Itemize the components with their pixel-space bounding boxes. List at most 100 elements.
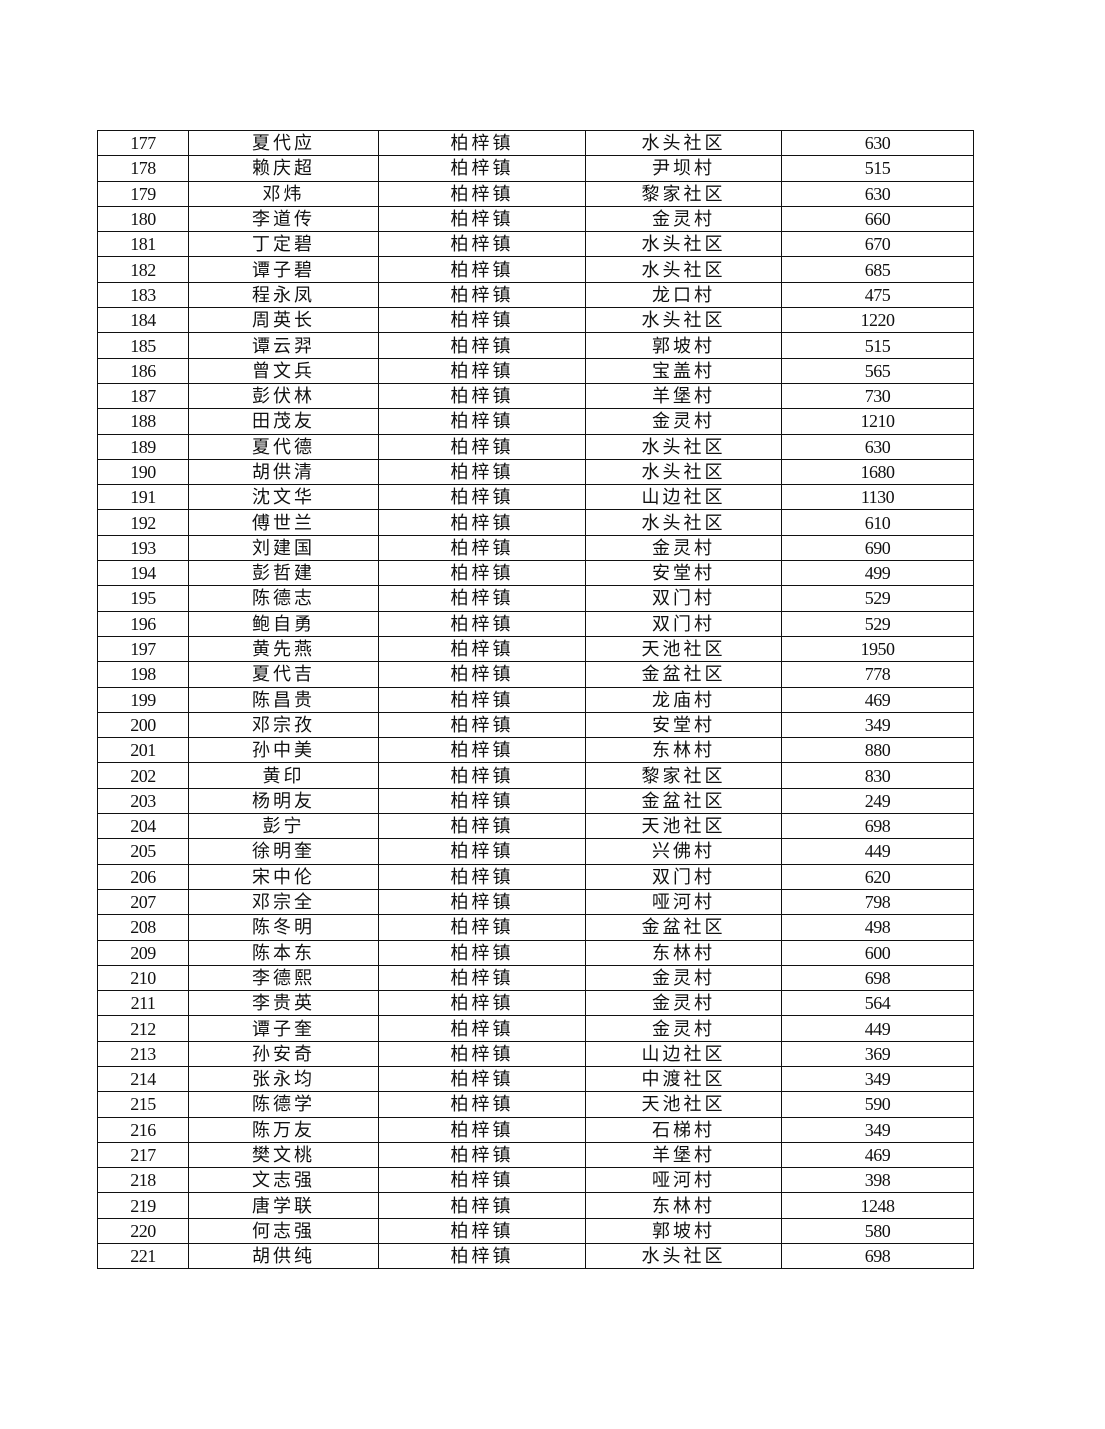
- village-cell: 水头社区: [585, 458, 782, 486]
- table-row: 214 张永均 柏梓镇 中渡社区 349: [97, 1065, 974, 1093]
- table-row: 201 孙中美 柏梓镇 东林村 880: [97, 737, 974, 764]
- village-cell: 兴佛村: [585, 838, 782, 865]
- town-cell: 柏梓镇: [378, 661, 586, 688]
- person-name-cell: 夏代应: [188, 129, 379, 157]
- amount-cell: 1950: [781, 635, 974, 663]
- village-cell: 黎家社区: [585, 180, 782, 207]
- village-cell: 龙庙村: [585, 686, 782, 713]
- row-number-cell: 207: [97, 888, 189, 916]
- person-name-cell: 陈昌贵: [188, 686, 379, 713]
- row-number-cell: 206: [97, 863, 189, 890]
- amount-cell: 565: [781, 357, 974, 384]
- town-cell: 柏梓镇: [378, 256, 586, 283]
- table-row: 189 夏代德 柏梓镇 水头社区 630: [97, 433, 974, 460]
- row-number-cell: 190: [97, 458, 189, 486]
- village-cell: 尹坝村: [585, 155, 782, 182]
- table-row: 183 程永凤 柏梓镇 龙口村 475: [97, 281, 974, 309]
- amount-cell: 670: [781, 231, 974, 258]
- table-row: 220 何志强 柏梓镇 郭坡村 580: [97, 1217, 974, 1245]
- row-number-cell: 196: [97, 610, 189, 637]
- amount-cell: 880: [781, 737, 974, 764]
- row-number-cell: 182: [97, 256, 189, 283]
- table-body: 177 夏代应 柏梓镇 水头社区 630 178 赖庆超 柏梓镇 尹坝村 515 179 邓炜 柏梓镇黎…: [97, 129, 974, 1270]
- person-name-cell: 沈文华: [188, 484, 379, 511]
- person-name-cell: 陈德志: [188, 585, 379, 612]
- village-cell: 东林村: [585, 737, 782, 764]
- row-number-cell: 208: [97, 914, 189, 941]
- person-name-cell: 李贵英: [188, 990, 379, 1017]
- amount-cell: 1220: [781, 307, 974, 334]
- village-cell: 金灵村: [585, 964, 782, 992]
- village-cell: 哑河村: [585, 888, 782, 916]
- amount-cell: 499: [781, 560, 974, 587]
- row-number-cell: 192: [97, 509, 189, 536]
- person-name-cell: 彭宁: [188, 813, 379, 840]
- table-row: 218 文志强 柏梓镇 哑河村 398: [97, 1167, 974, 1194]
- person-name-cell: 赖庆超: [188, 155, 379, 182]
- table-row: 186 曾文兵 柏梓镇 宝盖村 565: [97, 357, 974, 384]
- person-name-cell: 李德熙: [188, 964, 379, 992]
- town-cell: 柏梓镇: [378, 205, 586, 233]
- person-name-cell: 胡供纯: [188, 1243, 379, 1270]
- row-number-cell: 220: [97, 1217, 189, 1245]
- person-name-cell: 孙安奇: [188, 1040, 379, 1067]
- row-number-cell: 183: [97, 281, 189, 309]
- amount-cell: 249: [781, 787, 974, 815]
- row-number-cell: 213: [97, 1040, 189, 1067]
- row-number-cell: 178: [97, 155, 189, 182]
- village-cell: 双门村: [585, 863, 782, 890]
- person-name-cell: 胡供清: [188, 458, 379, 486]
- town-cell: 柏梓镇: [378, 711, 586, 739]
- table-row: 209 陈本东 柏梓镇 东林村 600: [97, 939, 974, 966]
- amount-cell: 798: [781, 888, 974, 916]
- town-cell: 柏梓镇: [378, 155, 586, 182]
- person-name-cell: 丁定碧: [188, 231, 379, 258]
- town-cell: 柏梓镇: [378, 585, 586, 612]
- town-cell: 柏梓镇: [378, 509, 586, 536]
- table-row: 193 刘建国 柏梓镇 金灵村 690: [97, 534, 974, 562]
- person-name-cell: 傅世兰: [188, 509, 379, 536]
- amount-cell: 630: [781, 180, 974, 207]
- person-name-cell: 陈冬明: [188, 914, 379, 941]
- person-name-cell: 李道传: [188, 205, 379, 233]
- amount-cell: 778: [781, 661, 974, 688]
- table-row: 177 夏代应 柏梓镇 水头社区 630: [97, 129, 974, 157]
- person-name-cell: 陈万友: [188, 1116, 379, 1143]
- town-cell: 柏梓镇: [378, 1192, 586, 1219]
- amount-cell: 515: [781, 332, 974, 359]
- village-cell: 哑河村: [585, 1167, 782, 1194]
- table-row: 194 彭哲建 柏梓镇 安堂村 499: [97, 560, 974, 587]
- table-row: 221 胡供纯 柏梓镇 水头社区 698: [97, 1243, 974, 1270]
- village-cell: 天池社区: [585, 1091, 782, 1118]
- amount-cell: 449: [781, 838, 974, 865]
- table-row: 198 夏代吉 柏梓镇 金盆社区 778: [97, 661, 974, 688]
- table-row: 204 彭宁 柏梓镇 天池社区 698: [97, 813, 974, 840]
- row-number-cell: 212: [97, 1015, 189, 1042]
- village-cell: 双门村: [585, 585, 782, 612]
- table-row: 180 李道传 柏梓镇 金灵村 660: [97, 205, 974, 233]
- town-cell: 柏梓镇: [378, 888, 586, 916]
- amount-cell: 1248: [781, 1192, 974, 1219]
- village-cell: 金灵村: [585, 534, 782, 562]
- row-number-cell: 184: [97, 307, 189, 334]
- row-number-cell: 217: [97, 1141, 189, 1169]
- table-row: 217 樊文桃 柏梓镇 羊堡村 469: [97, 1141, 974, 1169]
- table-row: 197 黄先燕 柏梓镇 天池社区 1950: [97, 635, 974, 663]
- town-cell: 柏梓镇: [378, 635, 586, 663]
- person-name-cell: 何志强: [188, 1217, 379, 1245]
- row-number-cell: 188: [97, 408, 189, 435]
- person-name-cell: 陈本东: [188, 939, 379, 966]
- town-cell: 柏梓镇: [378, 458, 586, 486]
- amount-cell: 685: [781, 256, 974, 283]
- amount-cell: 600: [781, 939, 974, 966]
- town-cell: 柏梓镇: [378, 787, 586, 815]
- village-cell: 水头社区: [585, 509, 782, 536]
- village-cell: 金盆社区: [585, 914, 782, 941]
- amount-cell: 1130: [781, 484, 974, 511]
- town-cell: 柏梓镇: [378, 1167, 586, 1194]
- amount-cell: 690: [781, 534, 974, 562]
- village-cell: 水头社区: [585, 231, 782, 258]
- table-row: 196 鲍自勇 柏梓镇 双门村 529: [97, 610, 974, 637]
- person-name-cell: 田茂友: [188, 408, 379, 435]
- town-cell: 柏梓镇: [378, 332, 586, 359]
